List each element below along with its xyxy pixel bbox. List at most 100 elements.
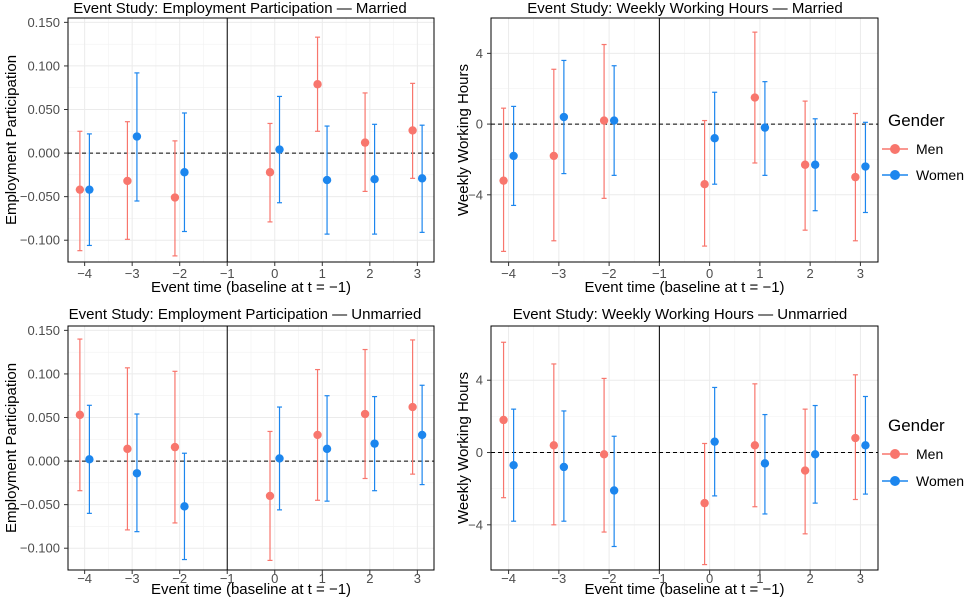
- legend-women-swatch-dot: [890, 476, 900, 486]
- data-point: [408, 402, 417, 412]
- y-tick-label: 0.100: [27, 58, 60, 73]
- x-tick-label: −1: [652, 571, 667, 586]
- panel-border: [67, 325, 435, 571]
- y-tick-label: 4: [476, 46, 483, 61]
- x-tick-label: 2: [807, 266, 814, 281]
- series-women: [85, 72, 427, 247]
- legend-men-label: Men: [916, 141, 943, 157]
- series-women: [85, 384, 427, 561]
- y-tick-label: −4: [468, 187, 483, 202]
- panel-border: [67, 17, 435, 263]
- data-point: [322, 175, 332, 185]
- x-axis-title: Event time (baseline at t = −1): [584, 279, 784, 296]
- data-point: [559, 462, 569, 472]
- data-point: [85, 185, 94, 194]
- y-axis-title: Employment Participation: [3, 55, 20, 225]
- data-point: [275, 145, 284, 154]
- data-point: [800, 466, 810, 475]
- legend-women-swatch-dot: [890, 170, 900, 180]
- data-point: [123, 444, 132, 454]
- x-tick-label: 1: [319, 571, 326, 586]
- data-point: [180, 168, 189, 177]
- x-tick-label: −3: [551, 266, 566, 281]
- chart-panel: −4 −3 −2 −1 0 1 2 3 −0.100 −0.050 0.000 0.050 0.100 0…: [3, 306, 435, 598]
- x-tick-label: −1: [652, 266, 667, 281]
- chart-panel: −4 −3 −2 −1 0 1 2 3 −4 0 4 Event Study: Weekly Work…: [455, 306, 879, 598]
- panel-border: [490, 17, 879, 263]
- data-point: [275, 454, 284, 463]
- x-tick-label: 2: [366, 266, 373, 281]
- y-tick-label: 0.100: [27, 366, 60, 381]
- data-point: [265, 168, 275, 177]
- data-point: [700, 180, 709, 189]
- data-point: [265, 491, 275, 501]
- x-tick-label: 3: [857, 571, 864, 586]
- chart-panel: −4 −3 −2 −1 0 1 2 3 −4 0 4 Event Study: Weekly Work…: [455, 0, 879, 296]
- legend-unmarried: Gender Men Women: [882, 416, 964, 489]
- x-tick-label: 1: [756, 266, 763, 281]
- y-tick-label: 4: [476, 373, 483, 388]
- y-tick-label: 0: [476, 445, 483, 460]
- y-axis-title: Employment Participation: [3, 363, 20, 533]
- series-men: [75, 338, 417, 562]
- legend-women-label: Women: [916, 473, 964, 489]
- x-tick-label: −4: [501, 571, 516, 586]
- x-tick-label: 2: [807, 571, 814, 586]
- y-tick-label: −0.100: [20, 541, 60, 556]
- x-tick-label: 2: [366, 571, 373, 586]
- data-point: [609, 486, 619, 495]
- data-point: [180, 502, 189, 511]
- y-tick-label: 0: [476, 117, 483, 132]
- data-point: [417, 430, 427, 440]
- data-point: [609, 116, 619, 125]
- series-men: [75, 36, 417, 257]
- y-axis-title: Weekly Working Hours: [455, 64, 472, 216]
- x-tick-label: 0: [706, 571, 713, 586]
- panel-title: Event Study: Employment Participation — …: [73, 0, 406, 17]
- data-point: [75, 410, 85, 420]
- x-tick-label: −3: [125, 571, 140, 586]
- data-point: [509, 460, 518, 470]
- legend-title: Gender: [888, 111, 945, 130]
- data-point: [851, 172, 860, 182]
- x-axis-title: Event time (baseline at t = −1): [584, 581, 784, 598]
- data-point: [75, 185, 85, 194]
- data-point: [360, 138, 370, 147]
- data-point: [810, 160, 820, 169]
- x-tick-label: 0: [271, 266, 278, 281]
- x-tick-label: 3: [414, 266, 421, 281]
- series-men: [499, 341, 860, 566]
- data-point: [760, 459, 770, 468]
- data-point: [499, 415, 508, 425]
- panel-title: Event Study: Weekly Working Hours — Marr…: [527, 0, 842, 17]
- data-point: [132, 469, 142, 478]
- data-point: [861, 162, 870, 171]
- series-men: [499, 31, 860, 252]
- data-point: [851, 433, 860, 443]
- y-tick-label: 0.150: [27, 323, 60, 338]
- data-point: [499, 176, 508, 185]
- x-tick-label: −3: [551, 571, 566, 586]
- series-women: [509, 59, 870, 214]
- data-point: [408, 126, 417, 135]
- data-point: [370, 439, 379, 448]
- data-point: [750, 93, 760, 102]
- panel-border: [490, 325, 879, 571]
- x-tick-label: −3: [125, 266, 140, 281]
- x-tick-label: −4: [77, 266, 92, 281]
- legend-men-label: Men: [916, 446, 943, 462]
- y-tick-label: 0.000: [27, 146, 60, 161]
- data-point: [313, 430, 322, 440]
- x-tick-label: −2: [172, 571, 187, 586]
- legend-married: Gender Men Women: [882, 111, 964, 183]
- x-tick-label: −2: [172, 266, 187, 281]
- data-point: [700, 498, 709, 508]
- x-tick-label: −2: [602, 266, 617, 281]
- data-point: [599, 450, 609, 459]
- y-tick-label: −0.050: [20, 497, 60, 512]
- y-tick-label: 0.150: [27, 15, 60, 30]
- data-point: [861, 441, 870, 450]
- y-tick-label: 0.050: [27, 410, 60, 425]
